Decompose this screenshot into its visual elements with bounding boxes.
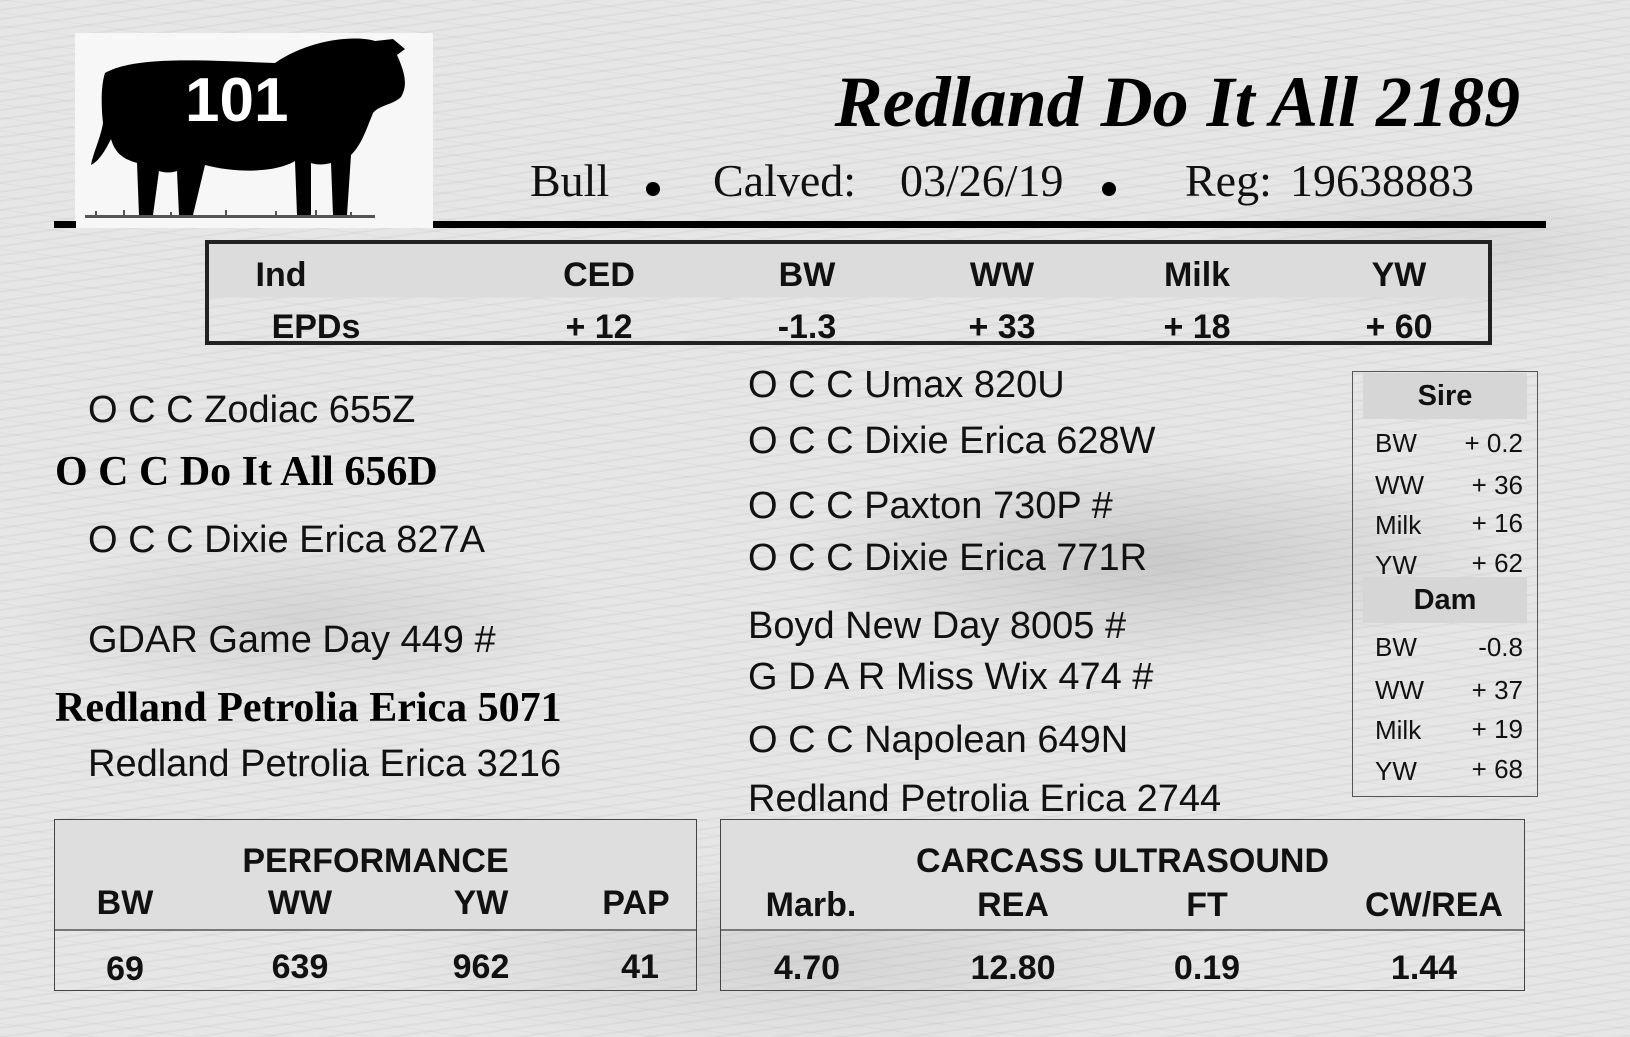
animal-name: Redland Do It All 2189 (834, 62, 1520, 142)
parent-epd-panel: Sire BW + 0.2 WW + 36 Milk + 16 YW + 62 … (1352, 371, 1538, 797)
epd-header-milk: Milk (1163, 256, 1231, 294)
dam-epd-value: + 19 (1471, 714, 1523, 744)
pedigree-dd-sire: O C C Napolean 649N (748, 719, 1129, 761)
pedigree-dam: Redland Petrolia Erica 5071 (55, 685, 562, 731)
sire-epd-label: YW (1375, 550, 1417, 580)
performance-header-pap: PAP (602, 884, 670, 922)
reg-number: 19638883 (1290, 155, 1474, 206)
sire-epd-value: + 62 (1471, 548, 1523, 578)
pedigree-sd-sire: O C C Paxton 730P # (748, 485, 1113, 527)
sire-epd-value: + 0.2 (1464, 428, 1523, 458)
calved-date: 03/26/19 (900, 155, 1064, 206)
animal-type: Bull (530, 155, 610, 206)
lot-logo-panel (75, 33, 433, 228)
separator-dot (1102, 182, 1116, 196)
pedigree-sire: O C C Do It All 656D (55, 449, 438, 495)
sire-epd-value: + 36 (1471, 470, 1523, 500)
epd-value-bw: -1.3 (777, 308, 837, 346)
performance-title: PERFORMANCE (242, 842, 509, 880)
epd-value-yw: + 60 (1365, 308, 1433, 346)
carcass-value-cw-rea: 1.44 (1390, 949, 1458, 987)
bull-silhouette-icon (85, 38, 405, 218)
pedigree-dam-sire: GDAR Game Day 449 # (88, 619, 496, 661)
pedigree-ss-sire: O C C Umax 820U (748, 364, 1065, 406)
pedigree-sd-dam: O C C Dixie Erica 771R (748, 537, 1148, 579)
pedigree-sire-dam: O C C Dixie Erica 827A (88, 519, 486, 561)
header-rule (54, 221, 76, 228)
carcass-header-ft: FT (1186, 886, 1228, 924)
epd-header-yw: YW (1371, 256, 1427, 294)
carcass-header-marb: Marb. (765, 886, 857, 924)
epd-row-label: Ind (255, 256, 307, 294)
performance-header-bw: BW (96, 884, 154, 922)
epd-value-milk: + 18 (1163, 308, 1231, 346)
performance-header-yw: YW (453, 884, 509, 922)
sire-epd-value: + 16 (1471, 508, 1523, 538)
carcass-header-cw-rea: CW/REA (1365, 886, 1503, 924)
performance-panel: PERFORMANCE BW 69 WW 639 YW 962 PAP 41 (54, 819, 697, 991)
sire-epd-label: WW (1375, 470, 1425, 500)
epd-header-ced: CED (563, 256, 635, 294)
sire-epd-label: BW (1375, 428, 1417, 458)
carcass-value-marb: 4.70 (773, 949, 841, 987)
carcass-value-rea: 12.80 (970, 949, 1056, 987)
sire-epd-label: Milk (1375, 510, 1422, 540)
pedigree-dd-dam: Redland Petrolia Erica 2744 (748, 778, 1222, 820)
lot-number: 101 (185, 66, 289, 135)
carcass-ultrasound-panel: CARCASS ULTRASOUND Marb. 4.70 REA 12.80 … (720, 819, 1525, 991)
epd-value-ced: + 12 (565, 308, 633, 346)
epd-header-ww: WW (969, 256, 1035, 294)
dam-epd-label: Milk (1375, 715, 1422, 745)
dam-epd-value: -0.8 (1478, 632, 1523, 662)
performance-value-pap: 41 (621, 948, 659, 986)
header-rule (433, 221, 1546, 228)
calved-label: Calved: (713, 155, 857, 206)
pedigree-dam-dam: Redland Petrolia Erica 3216 (88, 743, 562, 785)
dam-epd-value: + 68 (1471, 754, 1523, 784)
pedigree-ds-sire: Boyd New Day 8005 # (748, 605, 1127, 647)
reg-label: Reg: (1185, 155, 1272, 206)
performance-value-ww: 639 (271, 948, 329, 986)
epd-header-bw: BW (778, 256, 836, 294)
dam-epd-value: + 37 (1471, 675, 1523, 705)
epd-table: Ind EPDs CED + 12 BW -1.3 WW + 33 Milk +… (205, 240, 1492, 345)
dam-epd-label: YW (1375, 756, 1417, 786)
sire-epd-heading: Sire (1363, 373, 1527, 419)
pedigree-sire-sire: O C C Zodiac 655Z (88, 389, 416, 431)
pedigree-ds-dam: G D A R Miss Wix 474 # (748, 656, 1154, 698)
dam-epd-label: WW (1375, 675, 1425, 705)
performance-value-bw: 69 (106, 950, 144, 988)
carcass-header-rea: REA (977, 886, 1049, 924)
pedigree-ss-dam: O C C Dixie Erica 628W (748, 420, 1156, 462)
separator-dot (646, 182, 660, 196)
carcass-title: CARCASS ULTRASOUND (915, 842, 1330, 880)
dam-epd-heading: Dam (1363, 577, 1527, 623)
performance-header-ww: WW (267, 884, 333, 922)
dam-epd-label: BW (1375, 632, 1417, 662)
epd-row-label: EPDs (271, 308, 361, 346)
epd-value-ww: + 33 (968, 308, 1036, 346)
performance-value-yw: 962 (452, 948, 510, 986)
carcass-value-ft: 0.19 (1173, 949, 1241, 987)
